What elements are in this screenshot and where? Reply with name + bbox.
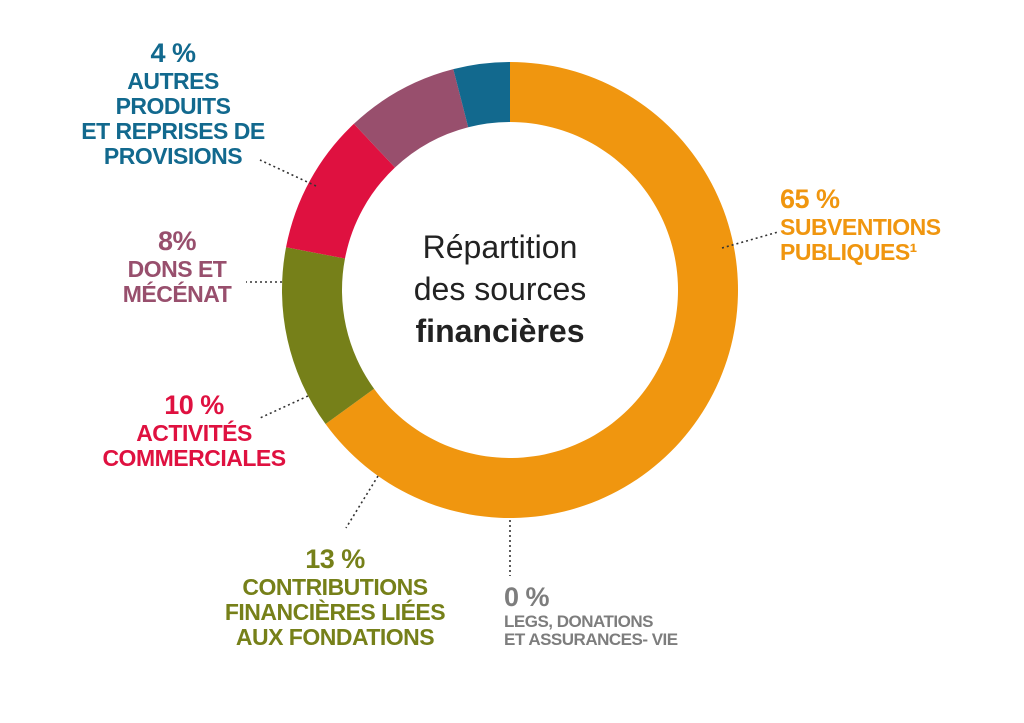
label-autres-produits: 4 % AUTRES PRODUITS ET REPRISES DE PROVI… xyxy=(70,38,276,168)
leader-line-5 xyxy=(259,159,317,187)
label-dons-mecenat: 8% DONS ET MÉCÉNAT xyxy=(112,226,242,307)
leader-line-3 xyxy=(259,395,309,419)
category-label: DONS ET MÉCÉNAT xyxy=(122,256,232,307)
chart-title-line-3: financières xyxy=(415,313,585,350)
chart-title-line-1: Répartition xyxy=(422,229,578,265)
category-label: CONTRIBUTIONS FINANCIÈRES LIÉES AUX FOND… xyxy=(224,574,446,650)
donut-slice-3 xyxy=(286,123,395,259)
value-label: 13 % xyxy=(305,544,365,574)
label-contributions-fondations: 13 % CONTRIBUTIONS FINANCIÈRES LIÉES AUX… xyxy=(224,544,446,650)
donut-slice-4 xyxy=(353,69,469,168)
donut-slice-2 xyxy=(282,247,375,425)
value-label: 65 % xyxy=(780,184,840,214)
category-label: AUTRES PRODUITS ET REPRISES DE PROVISION… xyxy=(81,68,265,169)
category-label: SUBVENTIONS PUBLIQUES¹ xyxy=(780,214,941,265)
label-subventions-publiques: 65 % SUBVENTIONS PUBLIQUES¹ xyxy=(780,184,941,265)
label-activites-commerciales: 10 % ACTIVITÉS COMMERCIALES xyxy=(96,390,292,471)
leader-line-2 xyxy=(345,475,379,529)
label-legs-donations: 0 % LEGS, DONATIONS ET ASSURANCES- VIE xyxy=(504,582,678,650)
category-label: ACTIVITÉS COMMERCIALES xyxy=(102,420,286,471)
value-label: 0 % xyxy=(504,582,550,612)
value-label: 10 % xyxy=(164,390,224,420)
value-label: 4 % xyxy=(150,38,196,68)
value-label: 8% xyxy=(157,226,197,256)
chart-title-line-2: des sources xyxy=(413,271,587,308)
donut-slice-0 xyxy=(325,62,738,519)
category-label: LEGS, DONATIONS ET ASSURANCES- VIE xyxy=(504,612,678,650)
donut-slice-5 xyxy=(453,62,510,128)
chart-title: Répartition des sources financières xyxy=(380,226,620,353)
